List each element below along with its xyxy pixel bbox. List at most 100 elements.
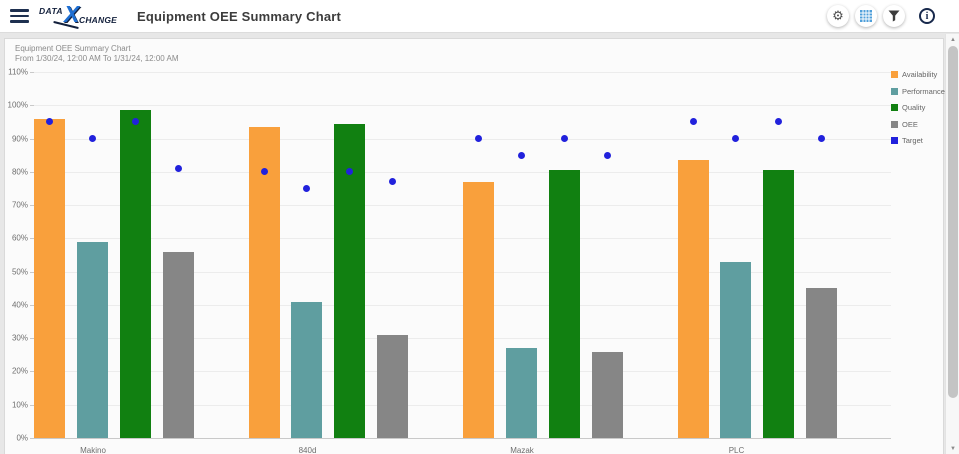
chart-legend: Availability Performance Quality OEE Target — [891, 70, 945, 153]
bar-performance-mazak[interactable] — [505, 348, 537, 438]
x-axis-label-840d: 840d — [298, 446, 317, 454]
plot-area: 0% 10% 20% 30% 40% 50% 60% 70% 80% 90% 100% 110% Mak… — [8, 68, 891, 454]
bar-availability-plc[interactable] — [677, 160, 709, 438]
bar-oee-840d[interactable] — [377, 334, 409, 438]
chart-title: Equipment OEE Summary Chart — [15, 44, 131, 53]
y-axis-label: 30% — [11, 333, 28, 343]
settings-button[interactable]: ⚙ — [827, 5, 849, 27]
target-dot-quality-plc[interactable] — [775, 118, 783, 126]
dataxchange-logo[interactable]: DATA X CHANGE — [39, 1, 121, 30]
target-dot-oee-mazak[interactable] — [603, 151, 611, 159]
vertical-scrollbar[interactable]: ▲ ▼ — [945, 34, 959, 454]
legend-swatch-quality — [891, 104, 898, 111]
y-axis-tick — [30, 238, 34, 240]
gridline-10 — [34, 404, 891, 406]
gridline-20 — [34, 371, 891, 373]
filter-button[interactable] — [883, 5, 905, 27]
scrollbar-down-arrow[interactable]: ▼ — [950, 445, 956, 452]
target-dot-performance-840d[interactable] — [303, 184, 311, 192]
bar-availability-mazak[interactable] — [463, 181, 494, 438]
gridline-110 — [34, 72, 891, 73]
scrollbar-up-arrow[interactable]: ▲ — [950, 36, 956, 43]
logo-text-data: DATA — [39, 6, 63, 16]
info-button[interactable]: i — [918, 7, 936, 25]
legend-item-target[interactable]: Target — [891, 136, 945, 145]
scrollbar-thumb[interactable] — [948, 46, 958, 398]
bar-performance-840d[interactable] — [291, 301, 323, 438]
y-axis-label: 100% — [7, 100, 28, 110]
legend-swatch-oee — [891, 120, 898, 128]
legend-item-oee[interactable]: OEE — [891, 120, 945, 129]
bar-performance-plc[interactable] — [720, 261, 752, 438]
y-axis-label: 40% — [11, 300, 28, 310]
y-axis-tick — [30, 171, 34, 173]
legend-label: Performance — [902, 86, 945, 96]
gridline-60 — [34, 238, 891, 240]
gridline-50 — [34, 271, 891, 273]
x-axis-label-plc: PLC — [728, 446, 745, 454]
target-dot-performance-mazak[interactable] — [517, 151, 525, 159]
target-dot-availability-makino[interactable] — [46, 118, 53, 126]
y-axis-tick — [30, 404, 34, 406]
legend-label: Availability — [902, 70, 938, 79]
legend-swatch-target — [891, 137, 898, 144]
target-dot-performance-plc[interactable] — [732, 135, 740, 143]
gear-icon: ⚙ — [832, 8, 844, 24]
x-axis-label-mazak: Mazak — [510, 446, 534, 454]
legend-label: Quality — [902, 103, 926, 112]
target-dot-availability-plc[interactable] — [689, 118, 697, 126]
chart-card: Equipment OEE Summary Chart From 1/30/24… — [4, 38, 945, 454]
y-axis-label: 10% — [11, 400, 28, 410]
y-axis-tick — [30, 138, 34, 140]
legend-label: Target — [902, 136, 923, 145]
target-dot-performance-makino[interactable] — [88, 135, 96, 143]
y-axis-tick — [30, 304, 34, 306]
bar-availability-makino[interactable] — [34, 118, 65, 438]
y-axis-label: 60% — [11, 233, 28, 243]
legend-label: OEE — [902, 119, 918, 129]
app-header: DATA X CHANGE Equipment OEE Summary Char… — [0, 0, 959, 33]
bar-oee-makino[interactable] — [162, 251, 194, 438]
page-title: Equipment OEE Summary Chart — [137, 8, 342, 24]
y-axis-label: 70% — [11, 200, 28, 210]
funnel-icon — [888, 10, 900, 22]
bar-quality-plc[interactable] — [763, 170, 795, 438]
gridline-90 — [34, 138, 891, 140]
bar-performance-makino[interactable] — [76, 241, 108, 438]
bar-oee-mazak[interactable] — [591, 351, 623, 438]
legend-item-performance[interactable]: Performance — [891, 87, 945, 96]
target-dot-oee-plc[interactable] — [818, 135, 826, 143]
bar-quality-mazak[interactable] — [548, 170, 580, 438]
legend-swatch-performance — [891, 87, 898, 95]
y-axis-tick — [30, 271, 34, 273]
data-grid-button[interactable] — [855, 5, 877, 27]
target-dot-quality-840d[interactable] — [346, 168, 354, 176]
menu-icon[interactable] — [10, 9, 29, 23]
info-icon: i — [919, 8, 935, 24]
target-dot-oee-840d[interactable] — [389, 178, 397, 186]
gridline-100 — [34, 105, 891, 107]
legend-item-availability[interactable]: Availability — [891, 70, 945, 79]
chart-subtitle: From 1/30/24, 12:00 AM To 1/31/24, 12:00… — [15, 54, 179, 63]
y-axis-label: 50% — [11, 267, 28, 277]
gridline-30 — [34, 338, 891, 340]
y-axis-label: 110% — [8, 67, 28, 77]
y-axis-tick — [30, 72, 34, 73]
y-axis-label: 90% — [11, 134, 28, 144]
target-dot-quality-mazak[interactable] — [560, 135, 568, 143]
target-dot-oee-makino[interactable] — [174, 164, 182, 172]
logo-text-change: CHANGE — [79, 15, 118, 25]
target-dot-quality-makino[interactable] — [131, 118, 139, 126]
bar-availability-840d[interactable] — [248, 126, 280, 438]
bar-oee-plc[interactable] — [806, 288, 838, 438]
bar-quality-makino[interactable] — [119, 110, 151, 438]
bar-quality-840d[interactable] — [334, 123, 366, 438]
target-dot-availability-mazak[interactable] — [475, 135, 482, 143]
logo-text-x: X — [64, 1, 80, 27]
y-axis-label: 20% — [11, 366, 28, 376]
target-dot-availability-840d[interactable] — [260, 168, 268, 176]
y-axis-tick — [30, 371, 34, 373]
header-actions: ⚙ i — [821, 5, 936, 27]
y-axis-label: 80% — [11, 167, 28, 177]
legend-item-quality[interactable]: Quality — [891, 103, 945, 112]
